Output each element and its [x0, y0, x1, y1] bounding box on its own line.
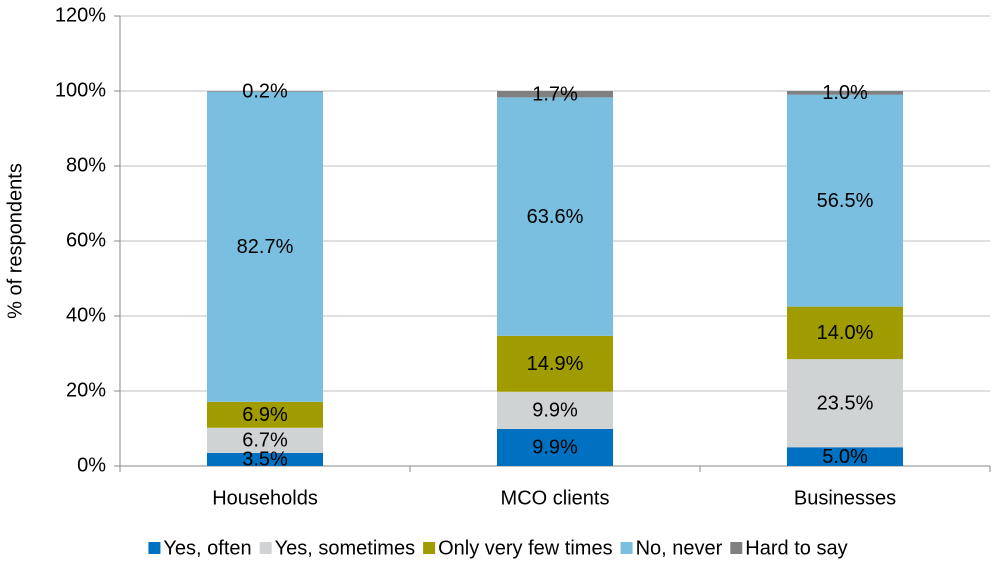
bar-segment	[787, 447, 903, 466]
y-tick-label: 120%	[55, 4, 106, 26]
value-label: 1.0%	[822, 82, 868, 104]
value-label: 1.7%	[532, 83, 578, 105]
value-label: 9.9%	[532, 437, 578, 459]
bar-segment	[207, 401, 323, 428]
y-tick-label: 20%	[66, 379, 106, 401]
x-tick-label: MCO clients	[501, 487, 610, 509]
legend-label: Only very few times	[438, 537, 612, 559]
value-label: 56.5%	[817, 190, 874, 212]
value-label: 23.5%	[817, 392, 874, 414]
bar-segment	[787, 359, 903, 448]
bar-segment	[497, 97, 613, 336]
bar-segment	[497, 91, 613, 98]
value-label: 0.2%	[242, 81, 288, 103]
legend-label: Hard to say	[745, 537, 847, 559]
bar-segment	[207, 452, 323, 466]
bar-segment	[497, 335, 613, 392]
legend-swatch	[620, 542, 633, 554]
bar-segment	[787, 91, 903, 95]
bar-segment	[497, 391, 613, 429]
legend-swatch	[730, 542, 743, 554]
bar-segment	[207, 91, 323, 402]
x-tick-label: Households	[212, 487, 318, 509]
y-tick-label: 60%	[66, 229, 106, 251]
y-tick-label: 0%	[77, 454, 106, 476]
bar-segment	[207, 427, 323, 453]
y-axis-label: % of respondents	[4, 163, 26, 319]
legend-label: No, never	[636, 537, 723, 559]
legend-label: Yes, sometimes	[275, 537, 415, 559]
value-label: 14.9%	[527, 353, 584, 375]
value-label: 82.7%	[237, 236, 294, 258]
legend-swatch	[148, 542, 161, 554]
bar-segment	[787, 94, 903, 307]
bar-segment	[207, 91, 323, 92]
y-tick-label: 80%	[66, 154, 106, 176]
y-tick-label: 100%	[55, 79, 106, 101]
value-label: 63.6%	[527, 206, 584, 228]
x-tick-label: Businesses	[794, 487, 896, 509]
legend-swatch	[259, 542, 272, 554]
bar-segment	[497, 428, 613, 466]
y-tick-label: 40%	[66, 304, 106, 326]
value-label: 5.0%	[822, 446, 868, 468]
legend-swatch	[423, 542, 436, 554]
bar-segment	[787, 306, 903, 360]
value-label: 3.5%	[242, 449, 288, 471]
legend-label: Yes, often	[163, 537, 251, 559]
value-label: 9.9%	[532, 400, 578, 422]
value-label: 14.0%	[817, 322, 874, 344]
value-label: 6.7%	[242, 430, 288, 452]
value-label: 6.9%	[242, 404, 288, 426]
